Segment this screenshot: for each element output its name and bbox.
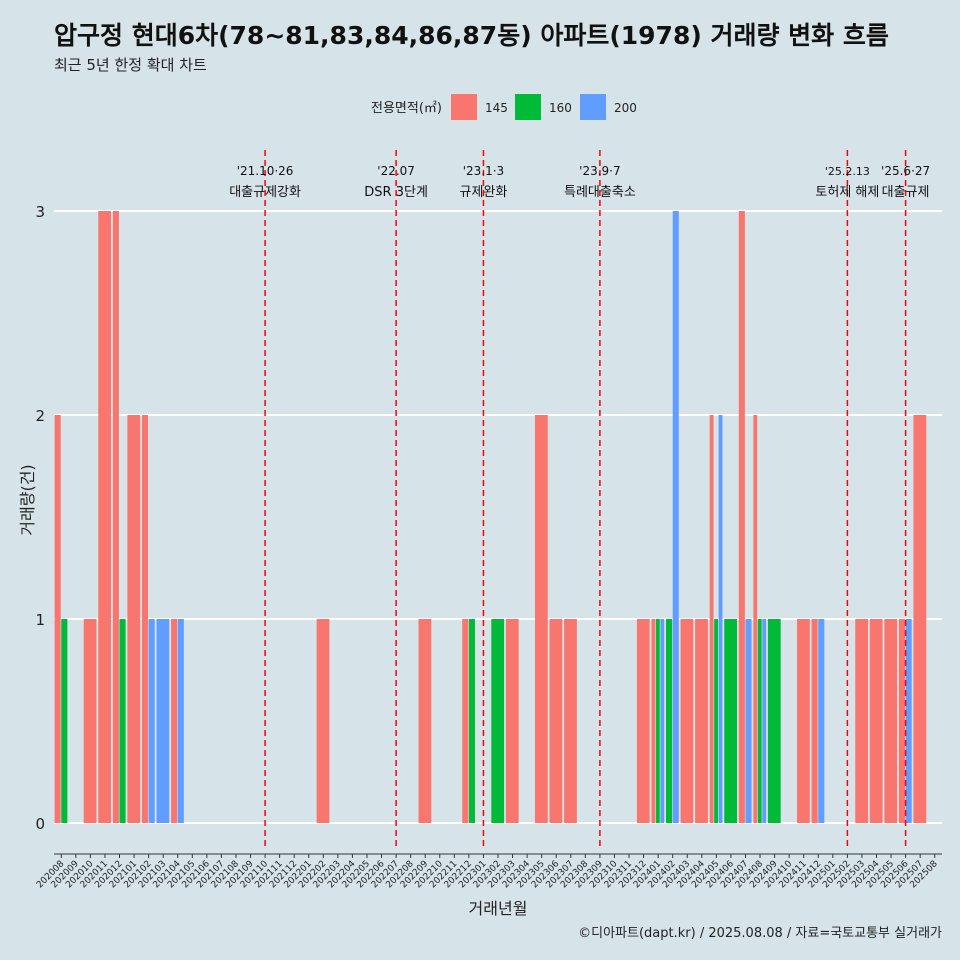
event-name-label: 토허제 해제 (815, 185, 879, 200)
y-tick-label: 3 (35, 203, 45, 221)
bar-145-202507 (913, 415, 927, 823)
bar-200-202401 (660, 619, 665, 823)
bar-145-202008 (54, 415, 61, 823)
bar-200-202102 (148, 619, 155, 823)
chart-title: 압구정 현대6차(78~81,83,84,86,87동) 아파트(1978) 거… (54, 21, 889, 50)
bar-145-202101 (127, 415, 141, 823)
event-name-label: 대출규제 (882, 185, 930, 200)
event-date-label: '21.10·26 (237, 164, 294, 178)
bar-145-202405 (709, 415, 714, 823)
event-name-label: DSR 3단계 (364, 185, 428, 200)
bar-145-202407 (738, 211, 745, 823)
bar-200-202412 (818, 619, 825, 823)
bar-200-202405 (718, 415, 723, 823)
bar-160-202406 (724, 619, 737, 823)
legend-swatch-145 (451, 94, 477, 120)
bar-200-202402 (672, 211, 679, 823)
bar-160-202008 (61, 619, 68, 823)
bar-145-202403 (680, 619, 694, 823)
bar-145-202312 (636, 619, 650, 823)
bar-160-202212 (468, 619, 475, 823)
bar-160-202012 (119, 619, 126, 823)
legend-label-160: 160 (549, 101, 572, 115)
y-tick-label: 0 (35, 815, 45, 833)
x-axis-title: 거래년월 (469, 899, 528, 918)
bar-200-202408 (762, 619, 767, 823)
y-tick-label: 1 (35, 611, 45, 629)
event-date-label: '25.2.13 (825, 165, 870, 178)
event-name-label: 대출규제강화 (229, 185, 301, 200)
legend-swatch-160 (515, 94, 541, 120)
bar-145-202212 (462, 619, 469, 823)
bar-145-202404 (695, 619, 708, 823)
bar-145-202401 (651, 619, 656, 823)
bar-145-202408 (753, 415, 758, 823)
legend-title: 전용면적(㎡) (371, 101, 442, 116)
bar-145-202209 (418, 619, 432, 823)
y-tick-label: 2 (35, 407, 45, 425)
bar-200-202103 (156, 619, 170, 823)
event-name-label: 규제완화 (460, 185, 508, 200)
bar-145-202411 (797, 619, 810, 823)
event-date-label: '23.1·3 (463, 164, 504, 178)
bar-145-202303 (505, 619, 519, 823)
bar-145-202011 (98, 211, 112, 823)
bar-145-202505 (884, 619, 898, 823)
bar-160-202402 (666, 619, 673, 823)
bar-145-202202 (316, 619, 330, 823)
event-date-label: '22.07 (377, 164, 415, 178)
bar-145-202104 (171, 619, 178, 823)
bar-160-202409 (767, 619, 781, 823)
legend-label-145: 145 (485, 101, 508, 115)
bar-145-202305 (534, 415, 548, 823)
bar-160-202408 (757, 619, 762, 823)
bar-145-202012 (112, 211, 119, 823)
bar-145-202504 (869, 619, 883, 823)
bar-145-202503 (855, 619, 869, 823)
chart-subtitle: 최근 5년 한정 확대 차트 (54, 56, 207, 74)
bar-145-202306 (549, 619, 563, 823)
y-axis-title: 거래량(건) (18, 464, 37, 535)
event-date-label: '25.6·27 (881, 164, 930, 178)
legend-swatch-200 (580, 94, 606, 120)
event-date-label: '23.9·7 (579, 164, 620, 178)
source-caption: ©디아파트(dapt.kr) / 2025.08.08 / 자료=국토교통부 실… (578, 926, 942, 941)
bar-145-202307 (564, 619, 577, 823)
event-name-label: 특례대출축소 (564, 185, 636, 200)
bar-160-202405 (714, 619, 718, 823)
bar-160-202401 (655, 619, 660, 823)
bar-145-202506 (898, 619, 906, 823)
bar-200-202407 (745, 619, 752, 823)
bar-200-202104 (177, 619, 184, 823)
bar-200-202506 (905, 619, 912, 823)
legend-label-200: 200 (614, 101, 637, 115)
bar-145-202102 (141, 415, 149, 823)
bar-145-202010 (83, 619, 97, 823)
bar-160-202302 (491, 619, 505, 823)
bar-145-202412 (811, 619, 818, 823)
